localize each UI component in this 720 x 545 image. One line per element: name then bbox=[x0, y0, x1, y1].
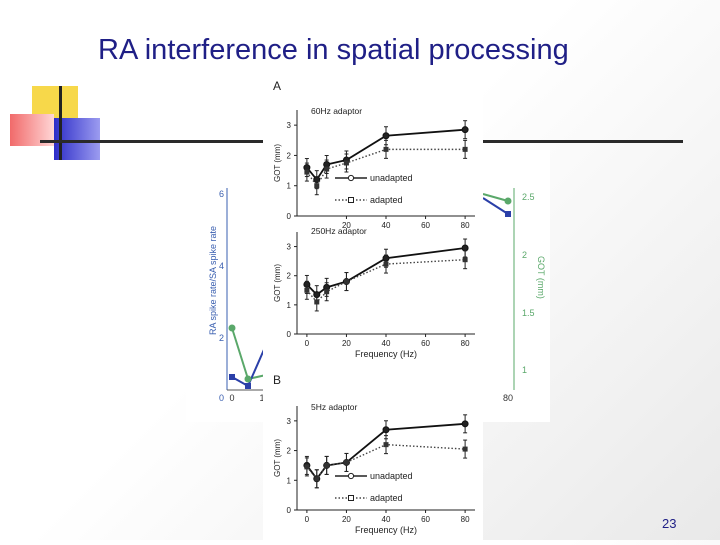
data-point-adapted bbox=[304, 287, 310, 293]
y-axis-label: GOT (mm) bbox=[273, 439, 282, 477]
panel-annotation: 60Hz adaptor bbox=[311, 106, 362, 116]
data-point-unadapted bbox=[382, 132, 390, 140]
data-point-adapted bbox=[343, 160, 349, 166]
x-tick-label: 80 bbox=[461, 221, 470, 230]
back-green-line-left bbox=[231, 327, 267, 381]
panel-label: B bbox=[273, 373, 281, 387]
data-point-adapted bbox=[383, 146, 389, 152]
x-axis-label: Frequency (Hz) bbox=[355, 525, 417, 535]
x-tick-label: 20 bbox=[342, 221, 351, 230]
data-point-unadapted bbox=[461, 126, 469, 134]
data-point-adapted bbox=[304, 464, 310, 470]
x-tick-label: 20 bbox=[342, 515, 351, 524]
back-left-tick-3: 0 bbox=[219, 393, 224, 403]
x-axis-label: Frequency (Hz) bbox=[355, 349, 417, 359]
x-tick-label: 60 bbox=[421, 221, 430, 230]
data-point-adapted bbox=[324, 289, 330, 295]
chart-panel-60hz: 0 1 2 3 20 40 60 80 GOT (mm) A 60Hz adaptor unadapt… bbox=[273, 79, 475, 230]
data-point-adapted bbox=[314, 476, 320, 482]
data-point-adapted bbox=[314, 183, 320, 189]
series-line-adapted bbox=[306, 443, 466, 480]
slide-title: RA interference in spatial processing bbox=[98, 34, 569, 66]
legend-label: unadapted bbox=[370, 471, 413, 481]
x-tick-label: 60 bbox=[421, 339, 430, 348]
back-blue-point bbox=[505, 211, 511, 217]
x-tick-label: 40 bbox=[382, 221, 391, 230]
data-point-adapted bbox=[304, 169, 310, 175]
y-tick-label: 3 bbox=[287, 243, 292, 252]
back-x-tick-1: 1 bbox=[259, 393, 264, 403]
legend-marker bbox=[347, 174, 355, 182]
y-tick-label: 2 bbox=[287, 151, 292, 160]
data-point-adapted bbox=[343, 279, 349, 285]
legend-label: adapted bbox=[370, 195, 403, 205]
data-point-adapted bbox=[462, 446, 468, 452]
y-tick-label: 1 bbox=[287, 476, 292, 485]
back-blue-point bbox=[245, 383, 251, 389]
x-tick-label: 20 bbox=[342, 339, 351, 348]
back-x-tick-0: 0 bbox=[229, 393, 234, 403]
back-green-line-right bbox=[482, 193, 509, 202]
page-number: 23 bbox=[662, 516, 677, 531]
data-point-adapted bbox=[383, 442, 389, 448]
back-right-tick-3: 1 bbox=[522, 365, 527, 375]
back-right-tick-1: 2 bbox=[522, 250, 527, 260]
y-tick-label: 3 bbox=[287, 417, 292, 426]
y-tick-label: 3 bbox=[287, 121, 292, 130]
x-tick-label: 0 bbox=[305, 339, 310, 348]
legend-marker bbox=[348, 197, 354, 203]
back-left-tick-1: 4 bbox=[219, 261, 224, 271]
x-tick-label: 80 bbox=[461, 339, 470, 348]
back-left-axis-label: RA spike rate/SA spike rate bbox=[208, 226, 218, 335]
legend-label: unadapted bbox=[370, 173, 413, 183]
y-tick-label: 2 bbox=[287, 447, 292, 456]
data-point-adapted bbox=[314, 299, 320, 305]
legend-label: adapted bbox=[370, 493, 403, 503]
back-blue-point bbox=[229, 374, 235, 380]
data-point-adapted bbox=[462, 146, 468, 152]
back-right-tick-0: 2.5 bbox=[522, 192, 535, 202]
data-point-adapted bbox=[462, 257, 468, 263]
back-left-tick-0: 6 bbox=[219, 189, 224, 199]
data-point-unadapted bbox=[461, 244, 469, 252]
x-tick-label: 0 bbox=[305, 515, 310, 524]
back-left-tick-2: 2 bbox=[219, 333, 224, 343]
y-tick-label: 2 bbox=[287, 272, 292, 281]
panel-label: A bbox=[273, 79, 281, 93]
data-point-adapted bbox=[383, 261, 389, 267]
data-point-unadapted bbox=[382, 426, 390, 434]
panel-annotation: 250Hz adaptor bbox=[311, 226, 367, 236]
data-point-adapted bbox=[324, 166, 330, 172]
data-point-unadapted bbox=[461, 420, 469, 428]
x-tick-label: 80 bbox=[461, 515, 470, 524]
data-point-adapted bbox=[343, 459, 349, 465]
y-tick-label: 0 bbox=[287, 330, 292, 339]
chart-panel-250hz: 0 1 2 3 0 20 40 60 80 GOT (mm) Frequency (Hz) 250Hz… bbox=[273, 226, 475, 359]
front-figure: 0 1 2 3 20 40 60 80 GOT (mm) A 60Hz adaptor unadapt… bbox=[263, 76, 483, 540]
y-tick-label: 0 bbox=[287, 212, 292, 221]
y-axis-label: GOT (mm) bbox=[273, 144, 282, 182]
back-right-axis-label: GOT (mm) bbox=[536, 256, 546, 299]
legend-marker bbox=[348, 495, 354, 501]
y-tick-label: 0 bbox=[287, 506, 292, 515]
back-x-tick-2: 80 bbox=[503, 393, 513, 403]
legend-marker bbox=[347, 472, 355, 480]
data-point-adapted bbox=[324, 462, 330, 468]
back-green-point bbox=[228, 324, 236, 332]
back-green-point bbox=[504, 197, 512, 205]
decor-vertical-line bbox=[59, 86, 62, 160]
chart-panel-5hz: 0 1 2 3 0 20 40 60 80 GOT (mm) Frequency (Hz) B 5Hz … bbox=[273, 373, 475, 535]
x-tick-label: 40 bbox=[382, 515, 391, 524]
x-tick-label: 60 bbox=[421, 515, 430, 524]
y-tick-label: 1 bbox=[287, 301, 292, 310]
back-green-point bbox=[244, 375, 252, 383]
back-right-tick-2: 1.5 bbox=[522, 308, 535, 318]
panel-annotation: 5Hz adaptor bbox=[311, 402, 357, 412]
y-axis-label: GOT (mm) bbox=[273, 264, 282, 302]
back-blue-line-right bbox=[482, 197, 509, 215]
y-tick-label: 1 bbox=[287, 182, 292, 191]
background-figure-svg: RA spike rate/SA spike rate 6 4 2 0 0 1 … bbox=[208, 188, 546, 403]
x-tick-label: 40 bbox=[382, 339, 391, 348]
